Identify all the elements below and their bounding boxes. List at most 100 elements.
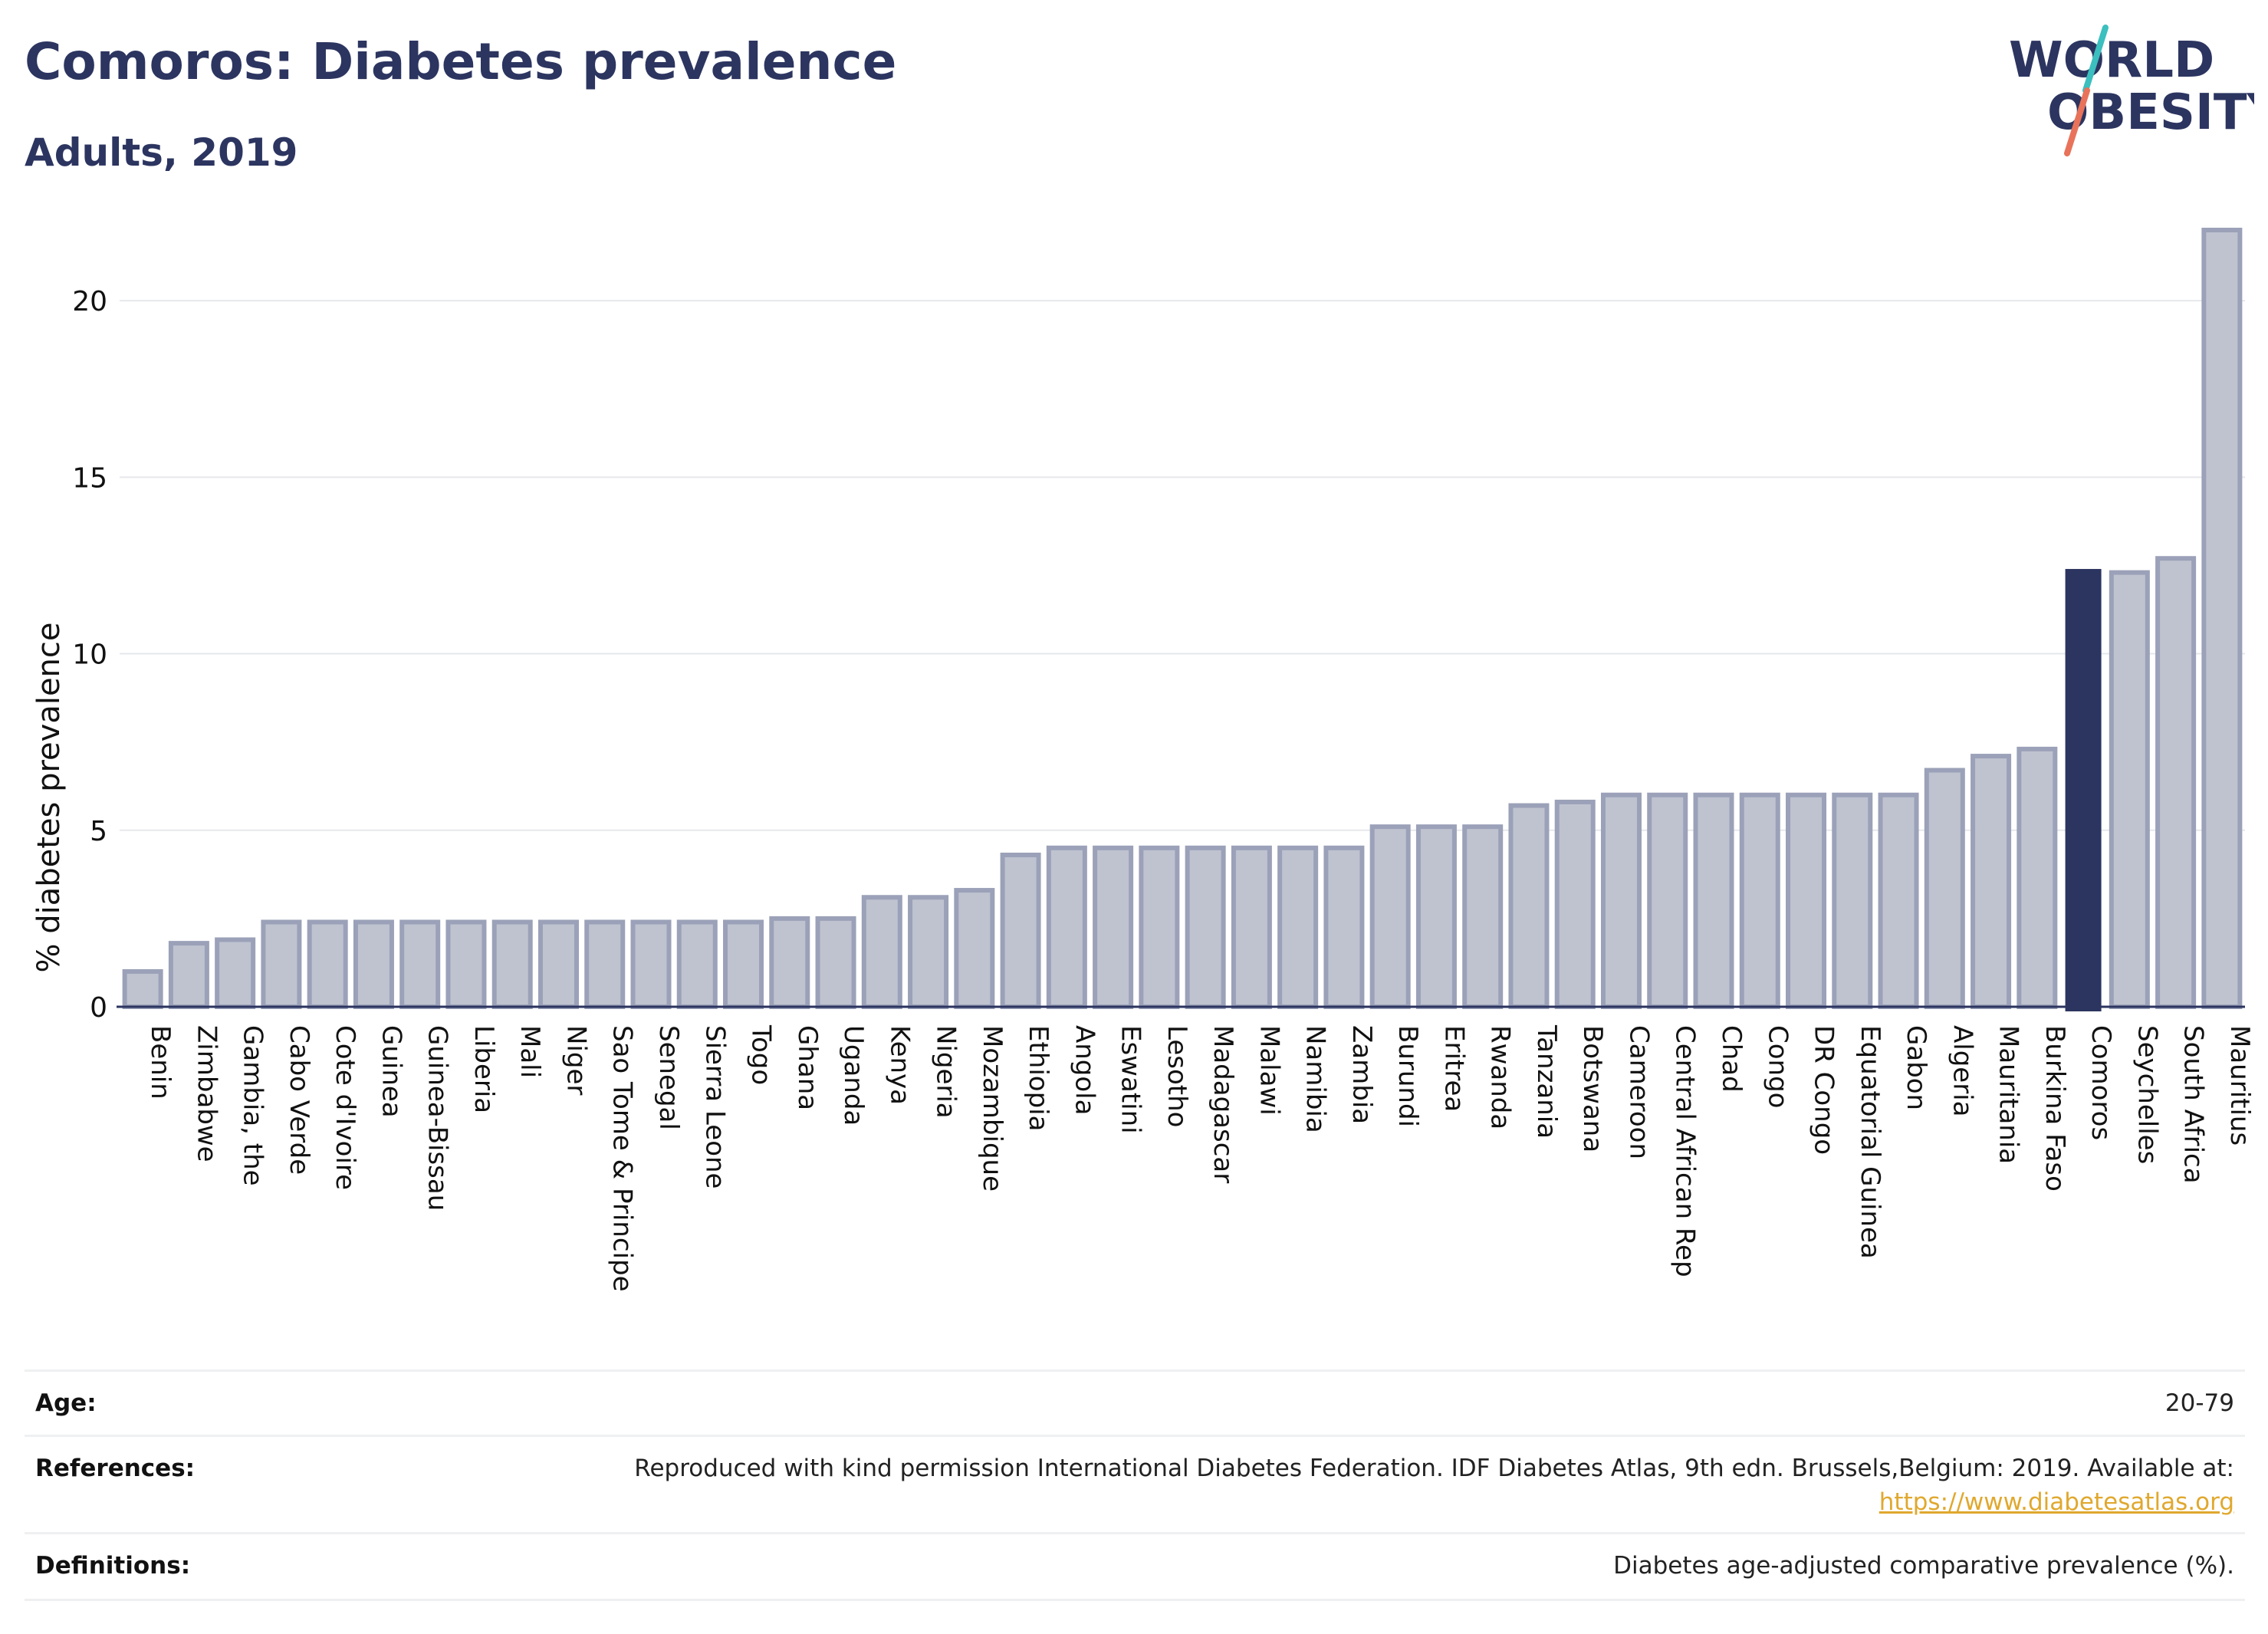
x-tick-label: Gabon: [1901, 1025, 1931, 1110]
bar: [1600, 792, 1642, 1010]
bar: [908, 895, 949, 1009]
x-tick-label: Nigeria: [931, 1025, 961, 1119]
bar: [307, 919, 348, 1010]
x-tick-label: Malawi: [1254, 1025, 1284, 1116]
x-tick-label: Gambia, the: [238, 1025, 268, 1186]
x-tick-label: Cameroon: [1623, 1025, 1654, 1159]
bar: [1093, 845, 1134, 1009]
info-row-age: Age: 20-79: [25, 1369, 2245, 1435]
bar: [1924, 768, 1965, 1010]
bar: [1693, 792, 1734, 1010]
bar: [2201, 228, 2243, 1009]
x-tick-label: Kenya: [884, 1025, 915, 1105]
page-title: Comoros: Diabetes prevalence: [25, 32, 897, 91]
x-tick-label: Congo: [1762, 1025, 1793, 1108]
x-tick-label: Angola: [1069, 1025, 1099, 1115]
x-tick-label: Mozambique: [977, 1025, 1007, 1192]
x-tick-label: Togo: [746, 1024, 777, 1085]
x-tick-label: Guinea: [376, 1025, 406, 1118]
x-tick-label: Ghana: [792, 1025, 823, 1110]
x-tick-label: Sierra Leone: [699, 1025, 730, 1189]
bar: [2155, 556, 2197, 1009]
x-tick-label: Comoros: [2086, 1025, 2116, 1140]
x-tick-label: Zimbabwe: [191, 1025, 222, 1162]
logo-slash-top: [2082, 25, 2109, 94]
x-tick-label: Cabo Verde: [284, 1025, 314, 1175]
x-tick-label: Senegal: [653, 1025, 684, 1130]
bar: [1739, 792, 1780, 1010]
y-tick-label: 0: [90, 992, 107, 1024]
bar: [1462, 824, 1504, 1010]
references-text: Reproduced with kind permission Internat…: [634, 1455, 2234, 1482]
x-tick-label: Namibia: [1300, 1025, 1331, 1133]
y-axis-label: % diabetes prevalence: [31, 622, 67, 973]
age-label: Age:: [35, 1389, 97, 1417]
x-tick-labels: Benin Zimbabwe Gambia, the Cabo Verde Cote d…: [145, 1024, 2255, 1292]
references-link[interactable]: https://www.diabetesatlas.org: [1878, 1488, 2234, 1516]
logo-text-world: WORLD: [2009, 32, 2214, 89]
bar: [815, 916, 856, 1009]
bar: [584, 919, 626, 1010]
bar: [861, 895, 902, 1009]
bar: [1415, 824, 1457, 1010]
info-table: Age: 20-79 References: Reproduced with k…: [25, 1369, 2245, 1601]
info-row-definitions: Definitions: Diabetes age-adjusted compa…: [25, 1532, 2245, 1601]
bar: [1277, 845, 1319, 1009]
bar: [1185, 845, 1226, 1009]
x-tick-label: Eswatini: [1116, 1025, 1146, 1134]
bar: [1554, 799, 1596, 1010]
bar: [769, 916, 810, 1009]
bar: [723, 919, 764, 1010]
bar: [445, 919, 487, 1010]
bar: [215, 937, 256, 1010]
x-tick-label: Mauritius: [2224, 1025, 2255, 1146]
definitions-label: Definitions:: [35, 1552, 191, 1580]
bar: [2109, 570, 2150, 1009]
info-row-references: References: Reproduced with kind permiss…: [25, 1435, 2245, 1532]
bar: [353, 919, 394, 1010]
x-tick-label: Mali: [514, 1025, 545, 1078]
bar: [1139, 845, 1180, 1009]
x-tick-label: Eritrea: [1438, 1025, 1469, 1112]
bars: [122, 228, 2243, 1011]
x-tick-label: Equatorial Guinea: [1855, 1025, 1885, 1259]
y-tick-label: 20: [72, 286, 107, 317]
bar: [954, 888, 995, 1010]
x-tick-label: Madagascar: [1208, 1025, 1238, 1183]
bar: [1832, 792, 1873, 1010]
x-tick-label: Tanzania: [1531, 1024, 1562, 1139]
bar: [399, 919, 441, 1010]
x-tick-label: Algeria: [1947, 1025, 1977, 1116]
x-tick-label: Sao Tome & Principe: [607, 1025, 638, 1292]
bar-chart: 0 5 10 15 20 Benin Zimbabwe Gambia, the Cabo Ve…: [72, 228, 2255, 1292]
y-tick-label: 15: [72, 462, 107, 494]
bar: [1000, 853, 1041, 1009]
bar: [2017, 746, 2058, 1009]
bar: [1786, 792, 1827, 1010]
x-tick-label: Rwanda: [1485, 1025, 1516, 1129]
bar: [1508, 803, 1550, 1009]
x-tick-label: Liberia: [468, 1025, 499, 1113]
bar: [676, 919, 718, 1010]
x-tick-label: Uganda: [838, 1025, 869, 1126]
x-tick-label: Zambia: [1346, 1025, 1377, 1124]
bar: [537, 919, 579, 1010]
definitions-value: Diabetes age-adjusted comparative preval…: [1613, 1552, 2234, 1580]
x-tick-label: Seychelles: [2132, 1025, 2162, 1164]
bar: [1323, 845, 1365, 1009]
bar: [1231, 845, 1272, 1009]
x-tick-label: Chad: [1716, 1025, 1747, 1093]
x-tick-label: Central African Rep: [1670, 1025, 1701, 1277]
bar: [630, 919, 672, 1010]
bar: [261, 919, 302, 1010]
bar: [1971, 754, 2012, 1009]
bar: [1878, 792, 1919, 1010]
bar: [1046, 845, 1087, 1009]
x-tick-label: DR Congo: [1809, 1025, 1839, 1155]
bar: [1369, 824, 1411, 1010]
page-subtitle: Adults, 2019: [25, 130, 298, 175]
logo-slash-bottom: [2064, 87, 2090, 156]
x-tick-label: Cote d'Ivoire: [330, 1025, 360, 1190]
x-tick-label: Ethiopia: [1023, 1025, 1053, 1131]
y-tick-label: 10: [72, 639, 107, 671]
